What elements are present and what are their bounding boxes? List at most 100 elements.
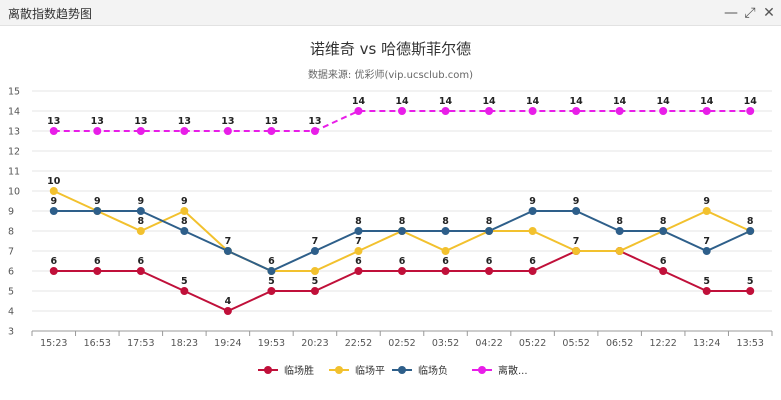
x-tick-label: 19:53	[258, 338, 285, 349]
data-point-win[interactable]	[93, 267, 102, 275]
data-label-win: 6	[138, 256, 145, 267]
data-point-draw[interactable]	[528, 227, 537, 235]
data-label-loss: 9	[50, 196, 57, 207]
data-point-loss[interactable]	[49, 207, 58, 215]
data-point-disp[interactable]	[49, 127, 58, 135]
data-label-draw: 9	[181, 196, 188, 207]
data-label-draw: 9	[703, 196, 710, 207]
data-point-loss[interactable]	[572, 207, 581, 215]
y-tick-label: 13	[8, 127, 20, 138]
data-point-draw[interactable]	[136, 227, 145, 235]
data-point-loss[interactable]	[398, 227, 406, 235]
data-point-disp[interactable]	[572, 107, 581, 115]
data-point-win[interactable]	[136, 267, 145, 275]
legend-item-draw[interactable]: 临场平	[329, 360, 399, 380]
data-point-loss[interactable]	[310, 247, 319, 255]
data-label-disp: 13	[47, 116, 60, 127]
data-point-win[interactable]	[441, 267, 450, 275]
data-point-win[interactable]	[223, 307, 232, 315]
data-point-win[interactable]	[528, 267, 537, 275]
data-point-loss[interactable]	[615, 227, 624, 235]
data-point-loss[interactable]	[659, 227, 668, 235]
data-point-disp[interactable]	[746, 107, 755, 115]
data-label-loss: 9	[138, 196, 145, 207]
legend-item-loss[interactable]: 临场负	[392, 360, 462, 380]
data-point-draw[interactable]	[354, 247, 363, 255]
data-point-disp[interactable]	[267, 127, 276, 135]
y-tick-label: 12	[8, 147, 20, 158]
data-label-win: 5	[747, 276, 754, 287]
data-point-loss[interactable]	[223, 247, 232, 255]
data-point-disp[interactable]	[702, 107, 711, 115]
data-point-disp[interactable]	[398, 107, 406, 115]
data-point-disp[interactable]	[441, 107, 450, 115]
data-point-loss[interactable]	[528, 207, 537, 215]
data-point-disp[interactable]	[354, 107, 363, 115]
data-point-loss[interactable]	[441, 227, 450, 235]
data-point-draw[interactable]	[572, 247, 581, 255]
data-point-disp[interactable]	[485, 107, 494, 115]
data-label-loss: 8	[747, 216, 754, 227]
data-point-loss[interactable]	[136, 207, 145, 215]
legend-label: 临场平	[355, 366, 385, 377]
data-point-win[interactable]	[180, 287, 189, 295]
legend-label: 临场胜	[284, 366, 314, 377]
data-label-loss: 7	[225, 236, 232, 247]
data-label-loss: 8	[181, 216, 188, 227]
data-point-win[interactable]	[398, 267, 406, 275]
legend-item-win[interactable]: 临场胜	[258, 360, 328, 380]
data-point-loss[interactable]	[354, 227, 363, 235]
data-point-draw[interactable]	[49, 187, 58, 195]
maximize-button[interactable]: ⤢	[744, 5, 756, 21]
data-label-disp: 14	[526, 96, 540, 107]
data-point-disp[interactable]	[93, 127, 102, 135]
data-point-draw[interactable]	[615, 247, 624, 255]
legend-label: 离散...	[498, 366, 528, 377]
data-point-win[interactable]	[746, 287, 755, 295]
data-label-disp: 14	[395, 96, 409, 107]
data-point-loss[interactable]	[267, 267, 276, 275]
data-point-draw[interactable]	[441, 247, 450, 255]
data-point-disp[interactable]	[223, 127, 232, 135]
x-tick-label: 04:22	[475, 338, 502, 349]
data-point-win[interactable]	[354, 267, 363, 275]
data-point-loss[interactable]	[93, 207, 102, 215]
data-point-loss[interactable]	[702, 247, 711, 255]
legend-item-disp[interactable]: 离散...	[472, 360, 542, 380]
minimize-button[interactable]: —	[724, 5, 738, 21]
data-point-win[interactable]	[310, 287, 319, 295]
data-label-win: 5	[181, 276, 188, 287]
data-point-loss[interactable]	[180, 227, 189, 235]
close-button[interactable]: ✕	[763, 5, 775, 21]
y-tick-label: 7	[8, 247, 14, 258]
data-label-disp: 14	[657, 96, 671, 107]
y-tick-label: 6	[8, 267, 14, 278]
data-point-disp[interactable]	[615, 107, 624, 115]
data-label-loss: 9	[94, 196, 101, 207]
data-point-win[interactable]	[267, 287, 276, 295]
data-point-win[interactable]	[485, 267, 494, 275]
data-point-disp[interactable]	[528, 107, 537, 115]
data-point-disp[interactable]	[180, 127, 189, 135]
data-label-loss: 9	[573, 196, 580, 207]
data-label-win: 5	[703, 276, 710, 287]
data-label-loss: 8	[616, 216, 623, 227]
data-point-draw[interactable]	[180, 207, 189, 215]
data-point-draw[interactable]	[310, 267, 319, 275]
data-point-disp[interactable]	[310, 127, 319, 135]
data-label-disp: 14	[352, 96, 366, 107]
data-point-draw[interactable]	[702, 207, 711, 215]
data-point-loss[interactable]	[746, 227, 755, 235]
x-tick-label: 13:24	[693, 338, 720, 349]
data-point-disp[interactable]	[136, 127, 145, 135]
data-point-win[interactable]	[49, 267, 58, 275]
data-label-loss: 8	[355, 216, 362, 227]
data-label-win: 4	[225, 296, 232, 307]
y-tick-label: 3	[8, 327, 14, 338]
y-tick-label: 11	[8, 167, 20, 178]
data-point-win[interactable]	[702, 287, 711, 295]
data-point-win[interactable]	[659, 267, 668, 275]
data-point-loss[interactable]	[485, 227, 494, 235]
data-point-disp[interactable]	[659, 107, 668, 115]
